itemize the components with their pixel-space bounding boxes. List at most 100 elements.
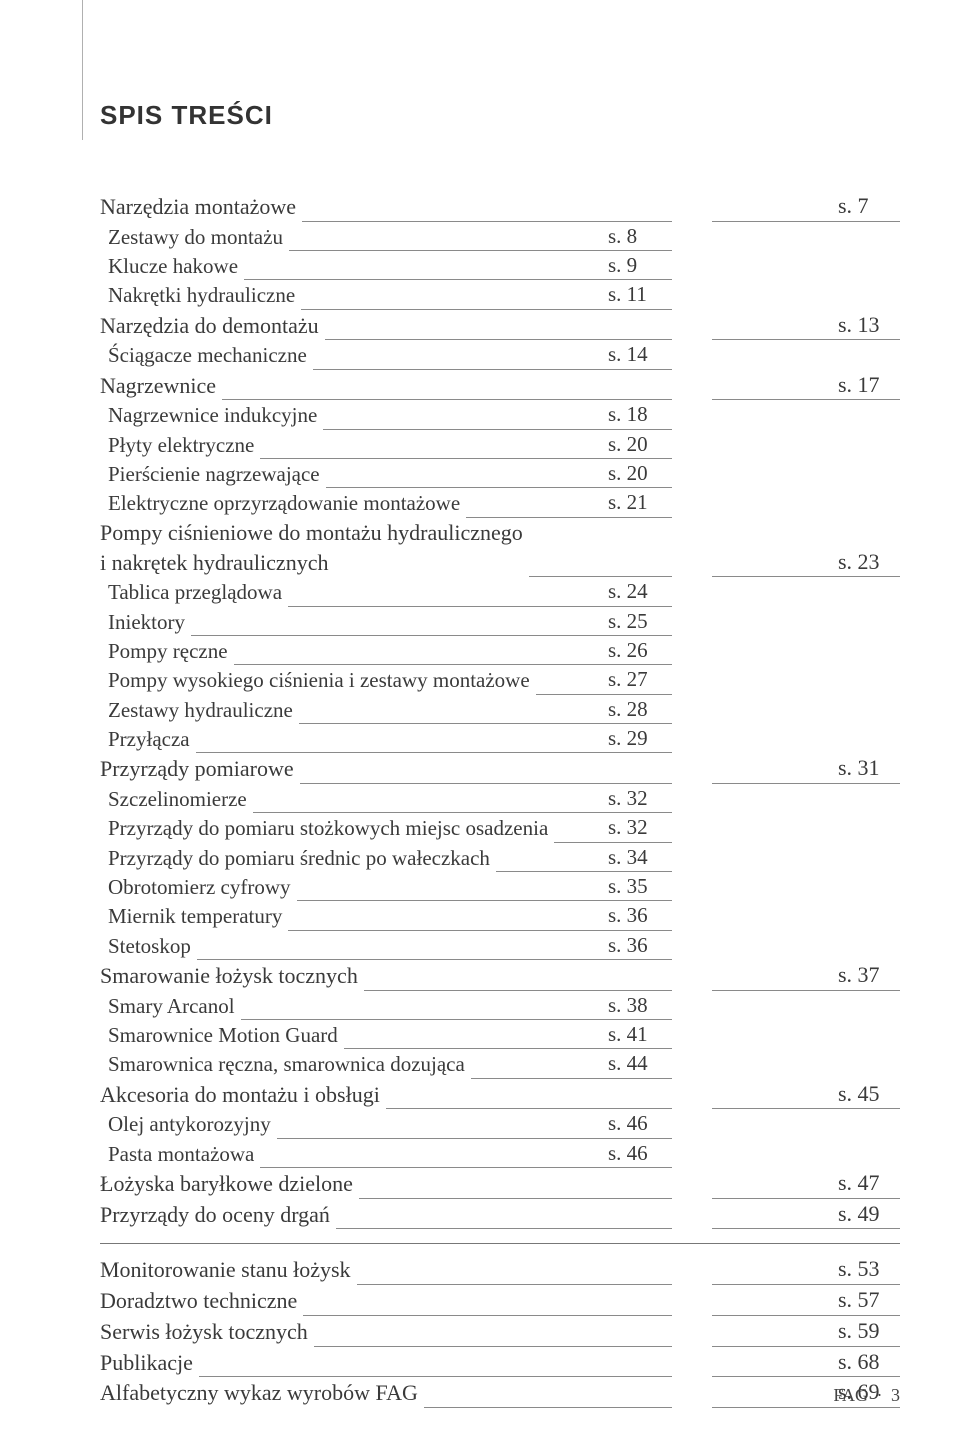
toc-subitem: Zestawy do montażus. 8 (100, 222, 900, 251)
toc-page-a: s. 36 (602, 901, 672, 930)
toc-leader-a (314, 1326, 602, 1347)
toc-leader-a (253, 792, 602, 813)
toc-leader-b (712, 1208, 832, 1229)
toc-label: Przyrządy do oceny drgań (100, 1200, 336, 1230)
toc-section: Narzędzia montażowe s. 7 (100, 191, 900, 222)
toc-label: Pompy wysokiego ciśnienia i zestawy mont… (100, 666, 536, 694)
toc-leader-a (297, 880, 602, 901)
toc-label: Przyrządy do pomiaru średnic po wałeczka… (100, 844, 496, 872)
toc-leader-b (712, 1356, 832, 1377)
toc-section: Serwis łożysk tocznych s. 59 (100, 1316, 900, 1347)
toc-page-b: s. 7 (832, 191, 900, 222)
toc-leader-a (466, 497, 602, 518)
toc-page-a: s. 46 (602, 1109, 672, 1138)
toc-label: Elektryczne oprzyrządowanie montażowe (100, 489, 466, 517)
toc-page-a (602, 1256, 672, 1285)
toc-subitem: Miernik temperaturys. 36 (100, 901, 900, 930)
toc-page-b: s. 53 (832, 1254, 900, 1285)
toc-leader-b (712, 1387, 832, 1408)
toc-leader-a (302, 201, 602, 222)
toc-page-a (602, 1080, 672, 1109)
toc-page-a: s. 29 (602, 724, 672, 753)
toc-page-a: s. 25 (602, 607, 672, 636)
toc-leader-a (260, 438, 602, 459)
toc-leader-a (288, 910, 602, 931)
toc-subitem: Smarownica ręczna, smarownica dozującas.… (100, 1049, 900, 1078)
footer-pagenum: 3 (891, 1385, 900, 1405)
toc-divider (100, 1243, 900, 1244)
toc-page-b: s. 47 (832, 1168, 900, 1199)
toc-page-b: s. 49 (832, 1199, 900, 1230)
toc-subitem: Ściągacze mechanicznes. 14 (100, 340, 900, 369)
toc-leader-a (325, 319, 602, 340)
toc-page-a (602, 1379, 672, 1408)
toc-leader-b (712, 763, 832, 784)
toc-label: Nagrzewnice (100, 371, 222, 401)
toc-subitem: Zestawy hydraulicznes. 28 (100, 695, 900, 724)
toc-label: Płyty elektryczne (100, 431, 260, 459)
toc-leader-a (260, 1147, 602, 1168)
toc-section: Przyrządy do oceny drgań s. 49 (100, 1199, 900, 1230)
toc-label: Łożyska baryłkowe dzielone (100, 1169, 359, 1199)
toc-page-a: s. 9 (602, 251, 672, 280)
toc-section: Łożyska baryłkowe dzielone s. 47 (100, 1168, 900, 1199)
toc-label: Serwis łożysk tocznych (100, 1317, 314, 1347)
toc-leader-b (712, 1178, 832, 1199)
toc-label: Narzędzia do demontażu (100, 311, 325, 341)
toc-subitem: Smary Arcanol s. 38 (100, 991, 900, 1020)
toc-label: Ściągacze mechaniczne (100, 341, 313, 369)
toc-leader-a (529, 556, 602, 577)
toc: Narzędzia montażowe s. 7Zestawy do monta… (100, 191, 900, 1408)
toc-page-b: s. 68 (832, 1347, 900, 1378)
toc-page-b: s. 23 (832, 547, 900, 578)
toc-page-a: s. 28 (602, 695, 672, 724)
toc-page-a: s. 38 (602, 991, 672, 1020)
toc-page-a: s. 21 (602, 488, 672, 517)
toc-section: Narzędzia do demontażu s. 13 (100, 310, 900, 341)
toc-leader-b (712, 379, 832, 400)
toc-leader-a (277, 1118, 602, 1139)
footer-brand: FAG (833, 1385, 868, 1405)
toc-page-a: s. 26 (602, 636, 672, 665)
toc-subitem: Tablica przeglądowas. 24 (100, 577, 900, 606)
toc-leader-a (336, 1208, 602, 1229)
toc-leader-a (234, 644, 602, 665)
toc-label: Pierścienie nagrzewające (100, 460, 326, 488)
toc-leader-a (359, 1178, 602, 1199)
toc-leader-a (244, 259, 602, 280)
toc-leader-a (323, 409, 602, 430)
toc-page-a: s. 35 (602, 872, 672, 901)
toc-page-b: s. 17 (832, 370, 900, 401)
toc-page-a: s. 11 (602, 280, 672, 309)
toc-label: Smarowanie łożysk tocznych (100, 961, 364, 991)
toc-leader-a (222, 379, 602, 400)
toc-page-a: s. 44 (602, 1049, 672, 1078)
toc-label: Nagrzewnice indukcyjne (100, 401, 323, 429)
toc-subitem: Przyrządy do pomiaru średnic po wałeczka… (100, 843, 900, 872)
toc-label: Stetoskop (100, 932, 197, 960)
toc-subitem: Elektryczne oprzyrządowanie montażowe s. … (100, 488, 900, 517)
page: SPIS TREŚCI Narzędzia montażowe s. 7Zest… (0, 0, 960, 1430)
toc-label: Tablica przeglądowa (100, 578, 288, 606)
toc-leader-b (712, 556, 832, 577)
toc-label: Obrotomierz cyfrowy (100, 873, 297, 901)
toc-label: Olej antykorozyjny (100, 1110, 277, 1138)
toc-leader-a (364, 970, 602, 991)
toc-leader-b (712, 1326, 832, 1347)
toc-page-a: s. 32 (602, 813, 672, 842)
toc-subitem: Przyrządy do pomiaru stożkowych miejsc o… (100, 813, 900, 842)
toc-label: Alfabetyczny wykaz wyrobów FAG (100, 1378, 424, 1408)
toc-subitem: Płyty elektrycznes. 20 (100, 430, 900, 459)
toc-leader-a (386, 1088, 602, 1109)
toc-section: Pompy ciśnieniowe do montażu hydrauliczn… (100, 518, 900, 577)
toc-label: Monitorowanie stanu łożysk (100, 1255, 357, 1285)
toc-page-a (602, 1287, 672, 1316)
toc-label: Doradztwo techniczne (100, 1286, 303, 1316)
toc-leader-a (197, 939, 602, 960)
toc-page-a: s. 27 (602, 665, 672, 694)
toc-leader-a (301, 289, 602, 310)
toc-label: Akcesoria do montażu i obsługi (100, 1080, 386, 1110)
toc-leader-a (191, 615, 602, 636)
toc-label: Smary Arcanol (100, 992, 241, 1020)
toc-page-a: s. 8 (602, 222, 672, 251)
